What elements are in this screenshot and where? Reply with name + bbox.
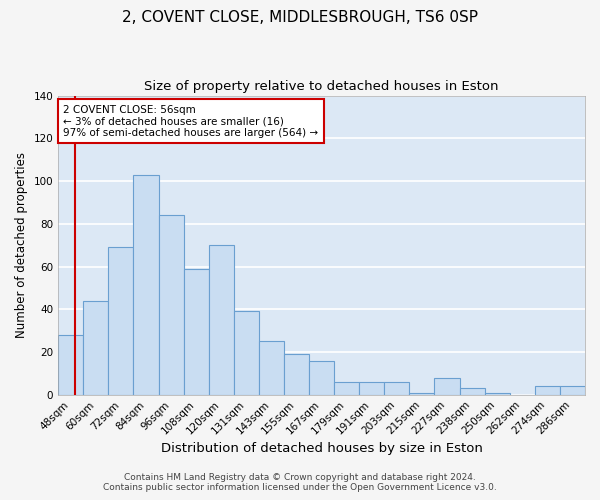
Bar — [109, 248, 133, 394]
Bar — [485, 392, 510, 394]
Bar — [560, 386, 585, 394]
Bar — [535, 386, 560, 394]
Bar — [334, 382, 359, 394]
Bar — [133, 174, 158, 394]
Y-axis label: Number of detached properties: Number of detached properties — [15, 152, 28, 338]
Bar — [385, 382, 409, 394]
Bar — [58, 335, 83, 394]
Bar — [209, 245, 234, 394]
Text: 2 COVENT CLOSE: 56sqm
← 3% of detached houses are smaller (16)
97% of semi-detac: 2 COVENT CLOSE: 56sqm ← 3% of detached h… — [64, 104, 319, 138]
Bar — [434, 378, 460, 394]
Bar — [284, 354, 309, 395]
Title: Size of property relative to detached houses in Eston: Size of property relative to detached ho… — [145, 80, 499, 93]
Bar — [259, 342, 284, 394]
Bar — [359, 382, 385, 394]
Bar — [158, 215, 184, 394]
Bar — [460, 388, 485, 394]
X-axis label: Distribution of detached houses by size in Eston: Distribution of detached houses by size … — [161, 442, 482, 455]
Bar — [234, 312, 259, 394]
Bar — [83, 300, 109, 394]
Bar — [309, 360, 334, 394]
Bar — [409, 392, 434, 394]
Bar — [184, 268, 209, 394]
Text: Contains HM Land Registry data © Crown copyright and database right 2024.
Contai: Contains HM Land Registry data © Crown c… — [103, 473, 497, 492]
Text: 2, COVENT CLOSE, MIDDLESBROUGH, TS6 0SP: 2, COVENT CLOSE, MIDDLESBROUGH, TS6 0SP — [122, 10, 478, 25]
